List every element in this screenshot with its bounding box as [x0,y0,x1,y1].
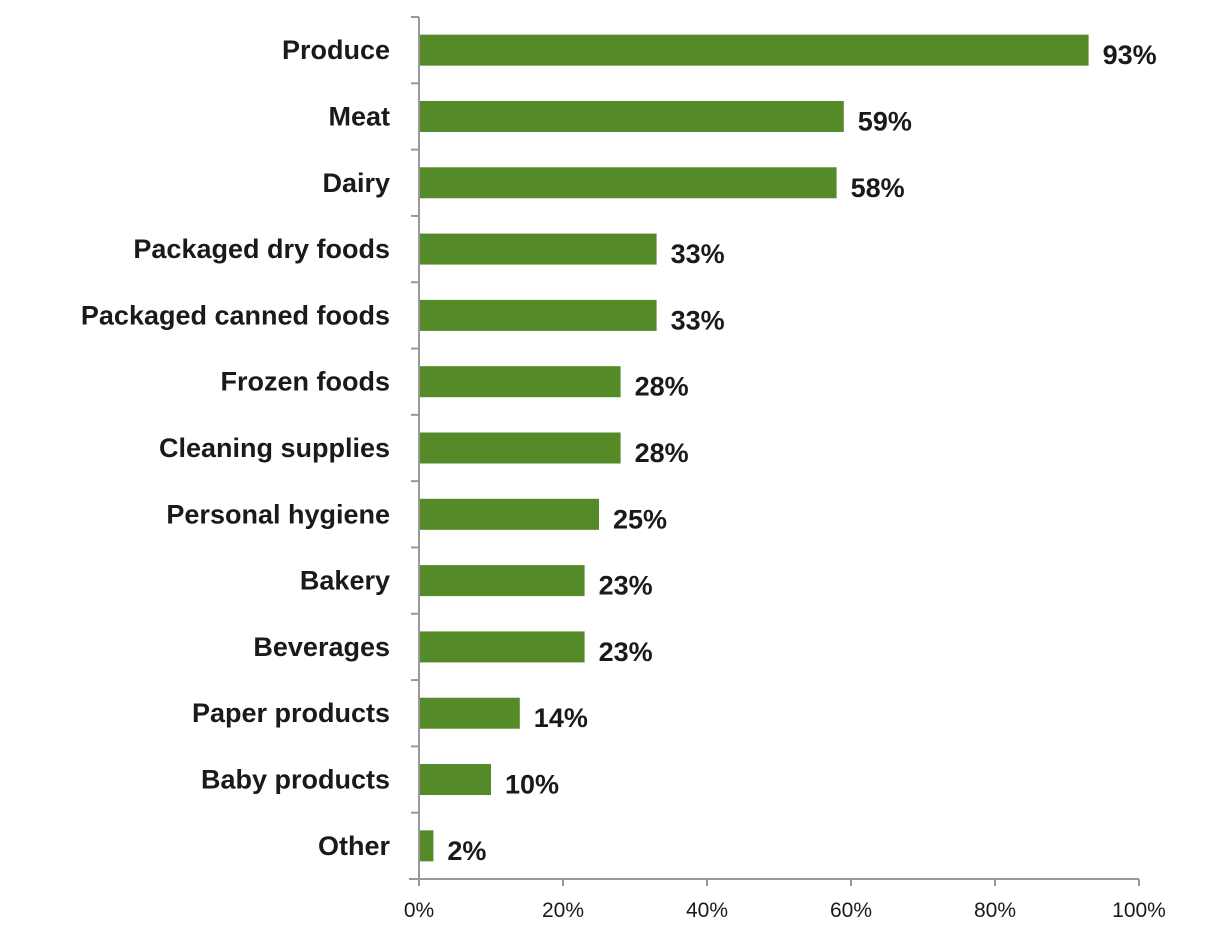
bar [419,565,585,597]
data-label: 59% [858,106,912,136]
category-label: Other [318,831,391,861]
data-label: 23% [599,571,653,601]
category-label: Bakery [300,566,390,596]
bar [419,366,621,398]
data-label: 28% [635,372,689,402]
data-label: 33% [671,239,725,269]
category-label: Frozen foods [221,367,391,397]
data-label: 33% [671,305,725,335]
bar [419,697,520,729]
bar [419,764,491,796]
category-label: Paper products [192,698,390,728]
x-tick-label: 60% [830,899,872,922]
data-label: 25% [613,504,667,534]
category-label: Beverages [253,632,390,662]
category-label: Packaged canned foods [81,300,390,330]
data-label: 93% [1103,40,1157,70]
category-label: Dairy [322,168,390,198]
bar [419,299,657,331]
x-tick-label: 100% [1112,899,1166,922]
category-label: Meat [328,101,390,131]
data-label: 23% [599,637,653,667]
bar [419,233,657,265]
bar [419,830,434,862]
category-label: Produce [282,35,390,65]
bar [419,498,599,530]
data-label: 58% [851,173,905,203]
category-label: Baby products [201,765,390,795]
x-tick-label: 0% [404,899,434,922]
category-label: Packaged dry foods [133,234,390,264]
bar [419,100,844,132]
x-tick-label: 40% [686,899,728,922]
bar [419,167,837,199]
category-label: Cleaning supplies [159,433,390,463]
x-tick-label: 80% [974,899,1016,922]
bar [419,631,585,663]
x-tick-label: 20% [542,899,584,922]
data-label: 10% [505,770,559,800]
data-label: 2% [447,836,486,866]
bar [419,34,1089,66]
category-label: Personal hygiene [166,499,390,529]
bar [419,432,621,464]
data-label: 14% [534,703,588,733]
data-label: 28% [635,438,689,468]
